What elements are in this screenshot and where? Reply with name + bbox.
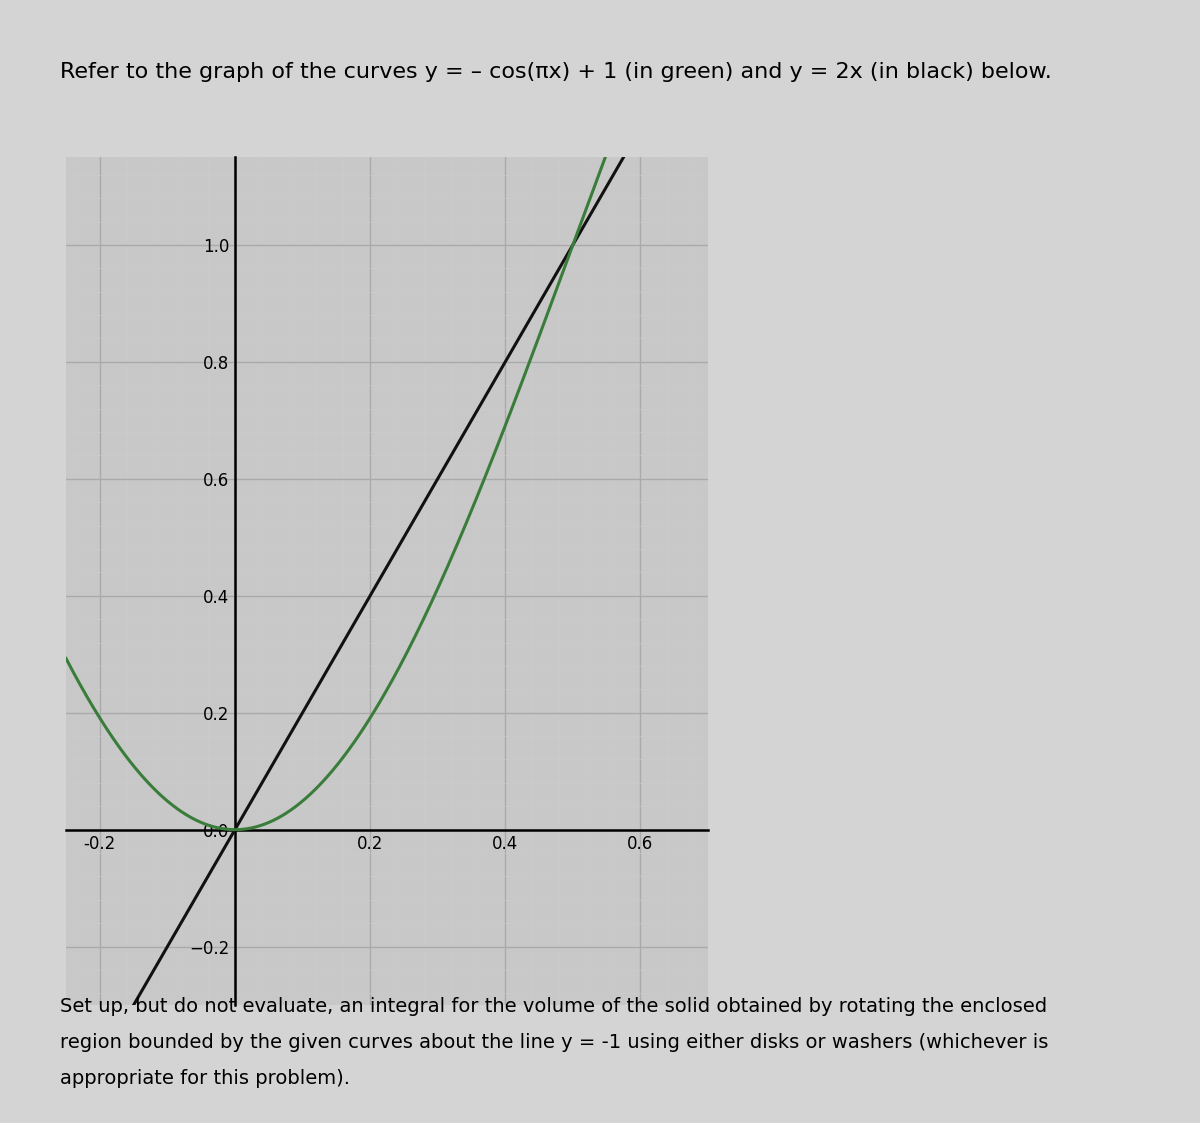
Text: Refer to the graph of the curves y = – cos(πx) + 1 (in green) and y = 2x (in bla: Refer to the graph of the curves y = – c… (60, 62, 1051, 82)
Text: region bounded by the given curves about the line y = -1 using either disks or w: region bounded by the given curves about… (60, 1033, 1049, 1052)
Text: Set up, but do not evaluate, an integral for the volume of the solid obtained by: Set up, but do not evaluate, an integral… (60, 997, 1048, 1016)
Text: appropriate for this problem).: appropriate for this problem). (60, 1069, 350, 1088)
